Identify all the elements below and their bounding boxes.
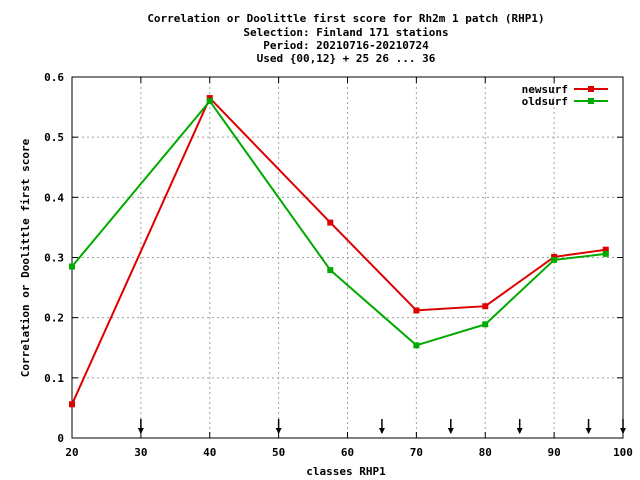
y-axis-label: Correlation or Doolittle first score: [19, 138, 32, 377]
data-point-newsurf: [602, 246, 609, 253]
data-point-oldsurf: [602, 250, 609, 257]
x-tick-label: 60: [341, 446, 354, 459]
x-tick-label: 30: [134, 446, 147, 459]
series-line-newsurf: [71, 96, 606, 405]
arrow-marker-head: [620, 428, 626, 434]
x-tick-label: 20: [65, 446, 78, 459]
x-tick-label: 100: [613, 446, 633, 459]
arrow-marker-head: [137, 428, 144, 434]
arrow-marker-head: [447, 428, 454, 434]
data-point-newsurf: [482, 303, 489, 310]
data-point-oldsurf: [551, 256, 558, 263]
x-axis-label: classes RHP1: [306, 465, 386, 478]
title-line-4: Used {00,12} + 25 26 ... 36: [257, 52, 436, 65]
chart-title: Correlation or Doolittle first score for…: [147, 12, 544, 65]
arrow-marker-head: [585, 428, 592, 434]
y-tick-label: 0.6: [44, 71, 64, 84]
x-tick-label: 40: [203, 446, 216, 459]
arrow-marker-head: [378, 428, 385, 434]
series-lines: [71, 96, 606, 405]
y-tick-label: 0.1: [44, 372, 64, 385]
data-point-oldsurf: [413, 342, 420, 349]
x-tick-label: 50: [272, 446, 285, 459]
tick-labels: 20 30 40 50 60 70 80 90 100 0 0.1 0.2 0.3 0.4 0.5 0.6: [44, 71, 633, 459]
arrow-markers: [137, 419, 626, 434]
y-tick-label: 0.5: [44, 131, 64, 144]
y-tick-label: 0.3: [44, 252, 64, 265]
tick-marks: [71, 76, 624, 439]
x-tick-label: 90: [548, 446, 561, 459]
title-line-1: Correlation or Doolittle first score for…: [147, 12, 544, 25]
data-point-oldsurf: [482, 321, 489, 328]
series-points: [69, 95, 609, 408]
y-tick-label: 0.4: [44, 191, 64, 204]
title-line-2: Selection: Finland 171 stations: [243, 26, 448, 39]
legend-marker-newsurf: [588, 86, 594, 92]
y-tick-label: 0: [57, 432, 64, 445]
data-point-oldsurf: [327, 267, 334, 274]
legend-marker-oldsurf: [588, 98, 594, 104]
data-point-newsurf: [413, 307, 420, 314]
arrow-marker-head: [275, 428, 282, 434]
legend-label-newsurf: newsurf: [522, 83, 568, 96]
y-tick-label: 0.2: [44, 312, 64, 325]
series-line-oldsurf: [71, 99, 606, 347]
data-point-newsurf: [327, 219, 334, 226]
data-point-newsurf: [206, 95, 213, 102]
data-point-newsurf: [551, 253, 558, 260]
data-point-oldsurf: [69, 263, 75, 270]
title-line-3: Period: 20210716-20210724: [263, 39, 429, 52]
grid-lines: [72, 77, 623, 438]
x-tick-label: 70: [410, 446, 423, 459]
data-point-newsurf: [69, 401, 75, 408]
arrow-marker-head: [516, 428, 523, 434]
data-point-oldsurf: [206, 98, 213, 105]
x-tick-label: 80: [479, 446, 492, 459]
legend-label-oldsurf: oldsurf: [522, 95, 568, 108]
